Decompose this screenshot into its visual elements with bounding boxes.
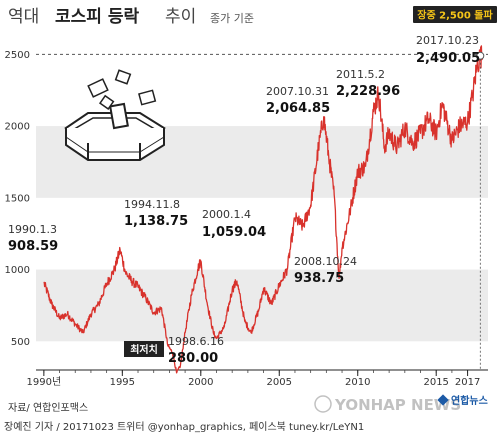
title-sub: 종가 기준: [210, 12, 254, 25]
annotation-value: 1,138.75: [124, 214, 188, 229]
ballot-box-illustration: [64, 69, 166, 161]
y-tick-label: 1500: [5, 193, 30, 204]
y-tick-label: 1000: [5, 265, 30, 276]
annotation-value: 2,064.85: [266, 101, 330, 116]
badge-2500-bg: [413, 6, 497, 23]
annotation-date: 2000.1.4: [202, 208, 251, 221]
ballot-paper-1: [87, 78, 109, 98]
ballot-paper-3: [138, 89, 157, 106]
annotation-date: 2017.10.23: [416, 34, 479, 47]
watermark-text: YONHAP NEWS: [334, 396, 461, 414]
annotations: 1990.1.3 908.59 1994.11.8 1,138.75 1998.6.16…: [8, 34, 480, 366]
ballot-paper-4: [98, 94, 115, 111]
yonhap-logo-icon: [437, 394, 449, 406]
annotation-value: 2,228.96: [336, 84, 400, 99]
yonhap-logo-text: 연합뉴스: [451, 394, 488, 407]
annotation-value: 1,059.04: [202, 225, 266, 240]
annotation-value: 2,490.05: [416, 51, 480, 66]
yonhap-logo: 연합뉴스: [437, 394, 488, 407]
y-tick-label: 2500: [5, 50, 30, 61]
y-tick-label: 2000: [5, 122, 30, 133]
ballot-box-stripe-3: [139, 136, 165, 153]
x-tick-label: 1995: [110, 377, 135, 388]
band-500-1000: [36, 269, 488, 342]
x-tick-label: 2005: [267, 377, 292, 388]
x-tick-label: 1990년: [27, 376, 62, 388]
title-part3: 추이: [165, 7, 196, 27]
background-bands: [36, 126, 488, 342]
annotation-date: 1998.6.16: [168, 335, 224, 348]
watermark: YONHAP NEWS: [314, 395, 461, 414]
annotation-date: 1990.1.3: [8, 223, 57, 236]
end-marker: [476, 51, 485, 370]
ballot-box-body: [65, 128, 165, 161]
low-badge-bg: [124, 341, 164, 357]
low-badge-text: 최저치: [130, 343, 158, 356]
ballot-box-stripe-1: [65, 136, 89, 153]
annotation-date: 2011.5.2: [336, 68, 385, 81]
title-part1: 역대: [8, 7, 39, 27]
ballot-paper-2: [114, 69, 132, 85]
x-axis: 1990년 1995 2000 2005 2010 2015 2017: [27, 369, 488, 388]
ballot-paper-in-slot: [109, 102, 129, 130]
title-part2: 코스피 등락: [55, 7, 139, 27]
annotation-date: 1994.11.8: [124, 198, 180, 211]
annotation-date: 2007.10.31: [266, 85, 329, 98]
series-line-kospi: [43, 45, 484, 374]
y-axis: 500 1000 1500 2000 2500: [5, 50, 30, 348]
annotation-value: 908.59: [8, 239, 58, 254]
x-tick-label: 2000: [188, 377, 213, 388]
annotation-date: 2008.10.24: [294, 255, 357, 268]
annotation-value: 280.00: [168, 351, 218, 366]
x-tick-label: 2015: [423, 377, 448, 388]
annotation-value: 938.75: [294, 271, 344, 286]
watermark-icon: [314, 395, 332, 413]
credit-text: 장예진 기자 / 20171023 트위터 @yonhap_graphics, …: [4, 420, 364, 433]
x-tick-label: 2017: [455, 377, 480, 388]
badge-2500-text: 장중 2,500 돌파: [417, 9, 493, 22]
y-tick-label: 500: [11, 337, 30, 348]
x-tick-label: 2010: [345, 377, 370, 388]
source-text: 자료/ 연합인포맥스: [8, 402, 88, 414]
